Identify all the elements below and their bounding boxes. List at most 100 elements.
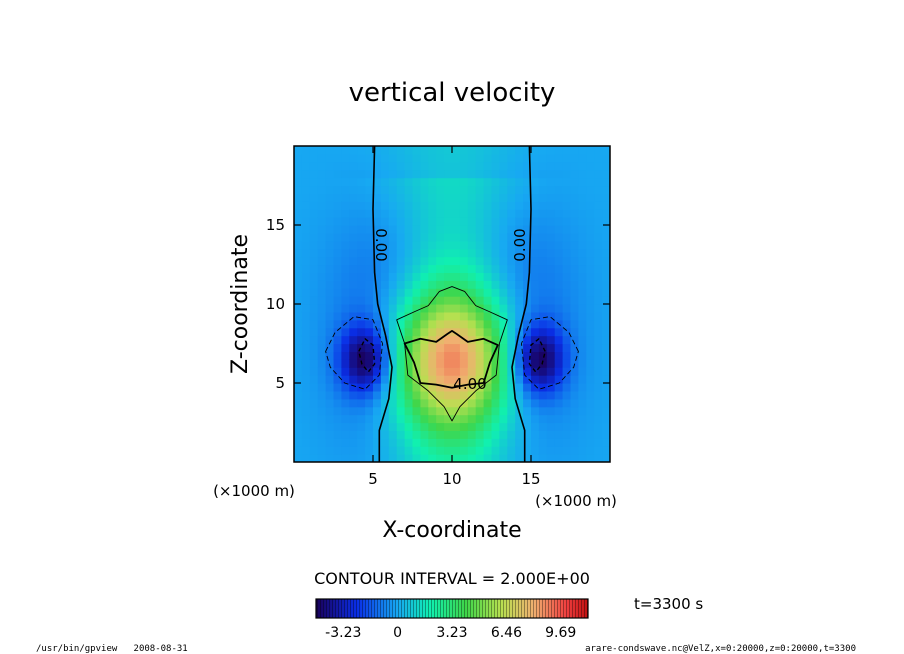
heatmap-cell [373, 422, 382, 431]
heatmap-cell [459, 264, 469, 273]
heatmap-cell [507, 351, 516, 360]
heatmap-cell [404, 414, 414, 424]
heatmap-cell [459, 311, 469, 321]
heatmap-cell [459, 430, 469, 439]
heatmap-cell [602, 272, 610, 281]
heatmap-cell [578, 438, 587, 447]
heatmap-cell [333, 177, 342, 187]
heatmap-cell [602, 343, 610, 352]
heatmap-cell [444, 351, 453, 360]
heatmap-cell [341, 351, 350, 360]
heatmap-cell [602, 232, 610, 242]
heatmap-cell [428, 311, 437, 321]
heatmap-cell [396, 288, 406, 297]
heatmap-cell [546, 264, 556, 273]
heatmap-cell [570, 414, 579, 424]
heatmap-cell [538, 209, 548, 218]
heatmap-cell [570, 248, 579, 258]
heatmap-cell [531, 177, 540, 187]
heatmap-cell [452, 343, 461, 352]
heatmap-cell [452, 438, 461, 447]
heatmap-cell [420, 343, 429, 352]
heatmap-cell [325, 296, 335, 305]
heatmap-cell [578, 359, 587, 368]
heatmap-cell [404, 217, 414, 226]
heatmap-cell [420, 185, 429, 194]
heatmap-cell [594, 240, 603, 250]
heatmap-cell [373, 264, 382, 273]
heatmap-cell [357, 153, 366, 163]
heatmap-cell [491, 430, 500, 439]
heatmap-cell [538, 225, 548, 234]
heatmap-cell [373, 335, 382, 345]
heatmap-cell [586, 146, 595, 155]
heatmap-cell [444, 225, 453, 234]
heatmap-cell [602, 264, 610, 273]
heatmap-cell [396, 217, 406, 226]
heatmap-cell [380, 264, 390, 273]
heatmap-cell [594, 209, 603, 218]
heatmap-cell [475, 232, 485, 242]
heatmap-cell [515, 146, 524, 155]
heatmap-cell [546, 248, 556, 258]
heatmap-cell [586, 343, 595, 352]
heatmap-cell [333, 185, 342, 194]
heatmap-cell [404, 343, 414, 352]
heatmap-cell [491, 177, 500, 187]
heatmap-cell [554, 217, 564, 226]
heatmap-cell [444, 153, 453, 163]
heatmap-cell [570, 209, 579, 218]
heatmap-cell [459, 375, 469, 384]
heatmap-cell [562, 367, 572, 376]
heatmap-cell [412, 454, 421, 462]
heatmap-cell [373, 161, 382, 171]
heatmap-cell [325, 327, 335, 337]
heatmap-cell [333, 272, 342, 281]
heatmap-cell [499, 311, 508, 321]
heatmap-cell [475, 359, 485, 368]
heatmap-cell [436, 177, 445, 187]
heatmap-cell [388, 311, 398, 321]
heatmap-cell [554, 398, 564, 408]
heatmap-cell [531, 406, 540, 416]
heatmap-cell [499, 225, 508, 234]
heatmap-cell [459, 446, 469, 455]
heatmap-cell [594, 311, 603, 321]
heatmap-cell [602, 209, 610, 218]
heatmap-cell [507, 311, 516, 321]
heatmap-cell [444, 335, 453, 345]
heatmap-cell [404, 248, 414, 258]
heatmap-cell [459, 390, 469, 400]
heatmap-cell [412, 272, 421, 281]
heatmap-cell [452, 153, 461, 163]
heatmap-cell [428, 359, 437, 368]
heatmap-cell [357, 193, 366, 202]
heatmap-cell [396, 454, 406, 462]
heatmap-cell [420, 398, 429, 408]
heatmap-cell [325, 304, 335, 313]
heatmap-cell [499, 383, 508, 392]
heatmap-cell [373, 311, 382, 321]
heatmap-cell [428, 383, 437, 392]
heatmap-cell [515, 153, 524, 163]
heatmap-cell [444, 209, 453, 218]
heatmap-cell [594, 422, 603, 431]
heatmap-cell [357, 201, 366, 210]
heatmap-cell [459, 327, 469, 337]
heatmap-cell [594, 343, 603, 352]
heatmap-cell [396, 225, 406, 234]
heatmap-cell [365, 343, 374, 352]
heatmap-cell [294, 232, 303, 242]
heatmap-cell [483, 256, 493, 266]
heatmap-cell [436, 390, 445, 400]
heatmap-cell [586, 177, 595, 187]
heatmap-cell [459, 193, 469, 202]
heatmap-cell [452, 304, 461, 313]
heatmap-cell [554, 248, 564, 258]
heatmap-cell [301, 256, 311, 266]
heatmap-cell [388, 177, 398, 187]
heatmap-cell [444, 185, 453, 194]
heatmap-cell [357, 272, 366, 281]
heatmap-cell [452, 256, 461, 266]
heatmap-cell [341, 296, 350, 305]
